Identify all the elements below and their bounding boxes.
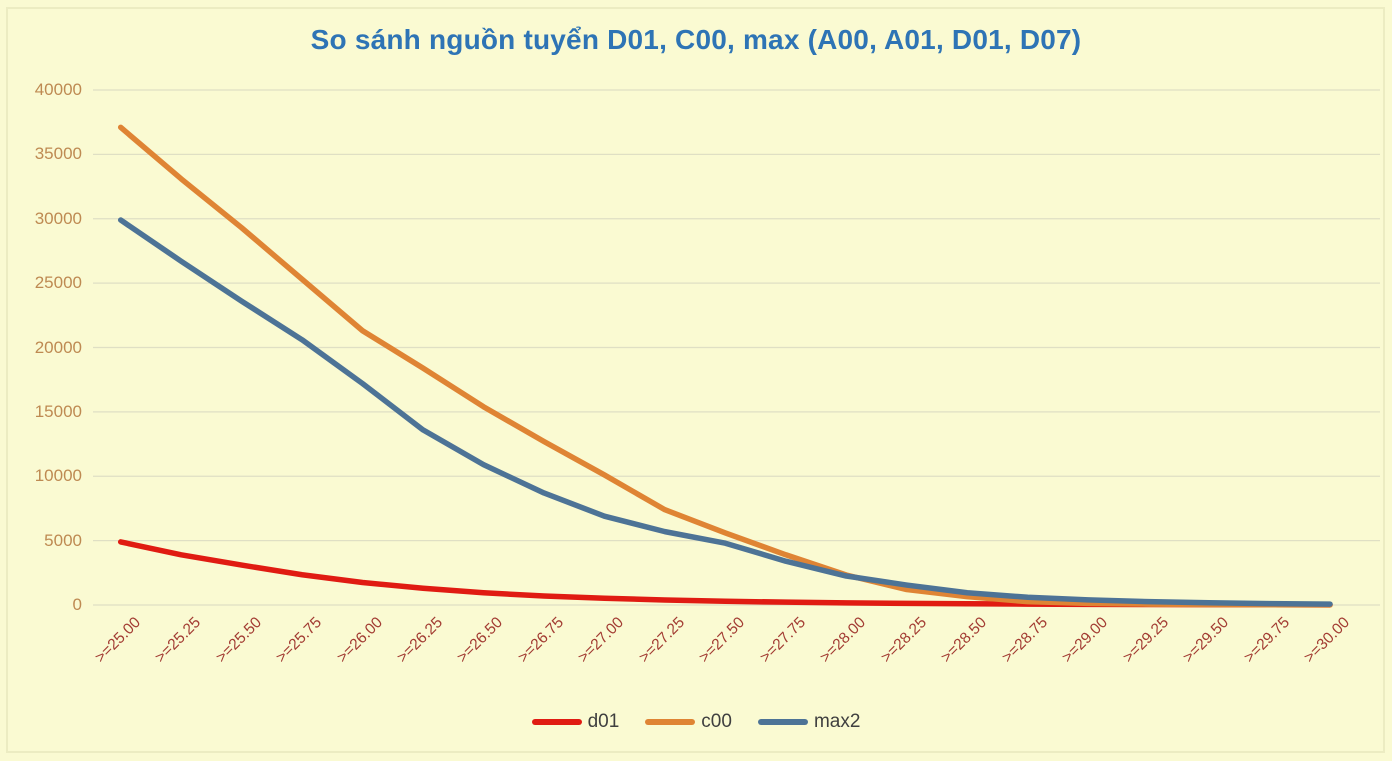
- y-tick-label: 40000: [34, 80, 82, 99]
- legend-label-c00: c00: [701, 711, 732, 732]
- legend-label-d01: d01: [587, 711, 620, 732]
- legend-item-c00: c00: [645, 711, 732, 733]
- legend: d01 c00 max2: [0, 711, 1392, 733]
- chart-title: So sánh nguồn tuyển D01, C00, max (A00, …: [310, 24, 1082, 55]
- y-tick-label: 20000: [34, 337, 82, 357]
- y-tick-label: 25000: [34, 273, 82, 293]
- y-tick-label: 0: [72, 595, 82, 614]
- legend-swatch-c00: [645, 719, 696, 725]
- y-tick-label: 35000: [34, 144, 82, 164]
- legend-swatch-d01: [531, 719, 582, 725]
- series-line-max2: [117, 217, 1333, 607]
- legend-item-d01: d01: [531, 711, 620, 733]
- y-tick-label: 5000: [44, 530, 82, 550]
- y-tick-label: 15000: [34, 401, 82, 421]
- legend-swatch-max2: [757, 719, 808, 725]
- legend-label-max2: max2: [813, 711, 861, 732]
- series-line-d01: [117, 539, 1333, 608]
- legend-item-max2: max2: [757, 711, 861, 733]
- series-line-c00: [117, 124, 1333, 608]
- y-tick-label: 30000: [34, 208, 82, 228]
- y-tick-label: 10000: [34, 466, 82, 486]
